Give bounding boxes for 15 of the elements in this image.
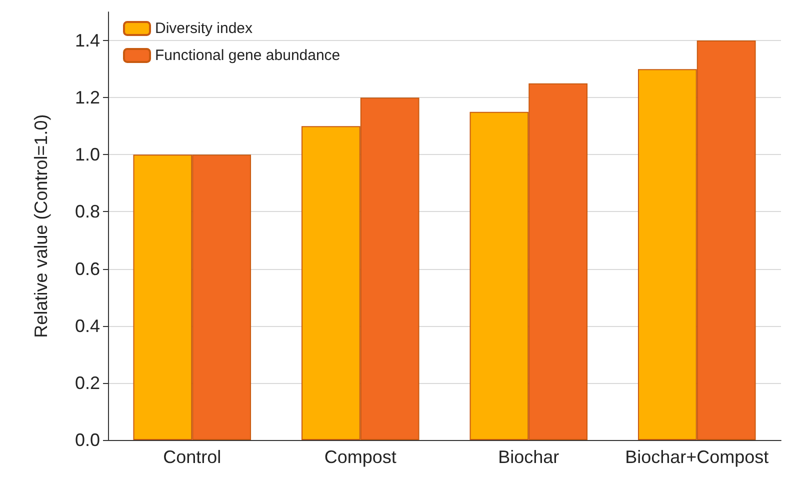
y-axis-title: Relative value (Control=1.0)	[31, 114, 51, 338]
x-tick-label: Control	[163, 447, 222, 467]
y-tick-label: 0.0	[74, 430, 100, 450]
y-tick-label: 0.6	[74, 258, 100, 279]
y-tick-label: 1.4	[74, 30, 100, 51]
x-tick-label: Compost	[324, 447, 396, 467]
y-tick-label: 1.0	[74, 144, 100, 165]
y-tick-label: 0.8	[74, 202, 100, 222]
x-tick-label: Biochar+Compost	[625, 447, 769, 467]
y-tick-label: 0.2	[74, 372, 100, 393]
y-tick-label: 1.2	[74, 88, 100, 108]
legend-label: Functional gene abundance	[155, 47, 340, 64]
x-tick-label: Biochar	[498, 447, 560, 467]
y-tick-label: 0.4	[74, 316, 100, 336]
legend-label: Diversity index	[155, 20, 254, 37]
